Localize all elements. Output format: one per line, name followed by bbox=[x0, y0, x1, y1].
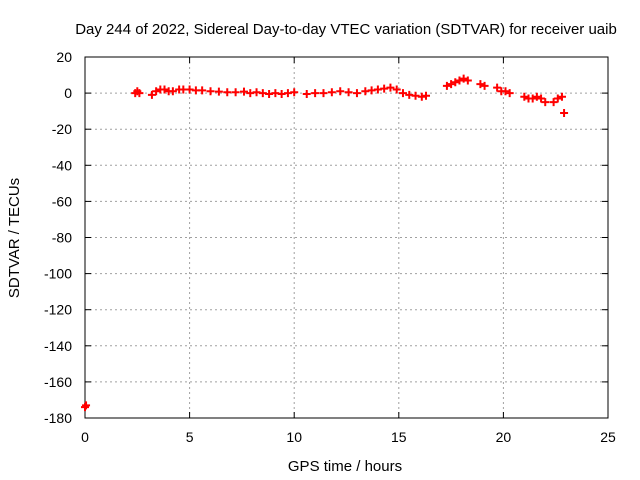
y-tick-label: 0 bbox=[64, 85, 72, 101]
x-tick-label: 20 bbox=[496, 429, 512, 445]
axis-ticks: 0 5 10 15 20 25 20 0 -20 -40 -60 -80 -100 -120 -140 -16… bbox=[44, 49, 616, 445]
data-point bbox=[541, 98, 550, 107]
y-tick-label: 20 bbox=[56, 49, 72, 65]
data-point bbox=[319, 89, 328, 98]
data-point bbox=[152, 87, 161, 96]
data-point bbox=[459, 74, 468, 83]
y-axis-label: SDTVAR / TECUs bbox=[6, 178, 23, 298]
data-point bbox=[231, 88, 240, 97]
y-tick-label: -60 bbox=[52, 193, 72, 209]
y-tick-label: -140 bbox=[44, 338, 72, 354]
y-tick-label: -180 bbox=[44, 410, 72, 426]
data-point bbox=[549, 98, 558, 107]
data-point bbox=[520, 92, 529, 101]
data-point bbox=[476, 80, 485, 89]
data-point bbox=[344, 88, 353, 97]
data-point bbox=[135, 89, 144, 98]
data-point bbox=[392, 85, 401, 94]
data-point bbox=[386, 83, 395, 92]
data-point bbox=[82, 401, 91, 410]
x-tick-label: 25 bbox=[600, 429, 616, 445]
data-point bbox=[160, 85, 169, 94]
data-point bbox=[451, 78, 460, 87]
data-point bbox=[501, 87, 510, 96]
data-points bbox=[81, 74, 569, 412]
data-point bbox=[455, 76, 464, 85]
data-point bbox=[442, 81, 451, 90]
data-point bbox=[239, 87, 248, 96]
x-tick-label: 0 bbox=[81, 429, 89, 445]
x-tick-label: 5 bbox=[186, 429, 194, 445]
data-point bbox=[198, 86, 207, 95]
data-point bbox=[532, 92, 541, 101]
data-point bbox=[505, 89, 514, 98]
data-point bbox=[311, 89, 320, 98]
data-point bbox=[528, 94, 537, 103]
data-point bbox=[421, 91, 430, 100]
data-point bbox=[206, 87, 215, 96]
data-point bbox=[557, 92, 566, 101]
data-point bbox=[553, 94, 562, 103]
data-point bbox=[560, 108, 569, 117]
data-point bbox=[223, 88, 232, 97]
data-point bbox=[327, 88, 336, 97]
data-point bbox=[447, 80, 456, 89]
y-tick-label: -20 bbox=[52, 121, 72, 137]
y-tick-label: -160 bbox=[44, 374, 72, 390]
y-tick-label: -100 bbox=[44, 266, 72, 282]
data-point bbox=[214, 87, 223, 96]
data-point bbox=[336, 87, 345, 96]
y-tick-label: -120 bbox=[44, 302, 72, 318]
data-point bbox=[398, 89, 407, 98]
data-point bbox=[493, 83, 502, 92]
data-point bbox=[147, 90, 156, 99]
grid bbox=[85, 57, 608, 418]
x-tick-label: 15 bbox=[391, 429, 407, 445]
data-point bbox=[463, 76, 472, 85]
x-tick-label: 10 bbox=[286, 429, 302, 445]
y-tick-label: -80 bbox=[52, 230, 72, 246]
data-point bbox=[537, 94, 546, 103]
x-axis-label: GPS time / hours bbox=[288, 458, 402, 475]
data-point bbox=[302, 90, 311, 99]
data-point bbox=[352, 89, 361, 98]
data-point bbox=[480, 81, 489, 90]
y-tick-label: -40 bbox=[52, 157, 72, 173]
data-point bbox=[168, 87, 177, 96]
chart-title: Day 244 of 2022, Sidereal Day-to-day VTE… bbox=[75, 21, 617, 38]
data-point bbox=[290, 88, 299, 97]
